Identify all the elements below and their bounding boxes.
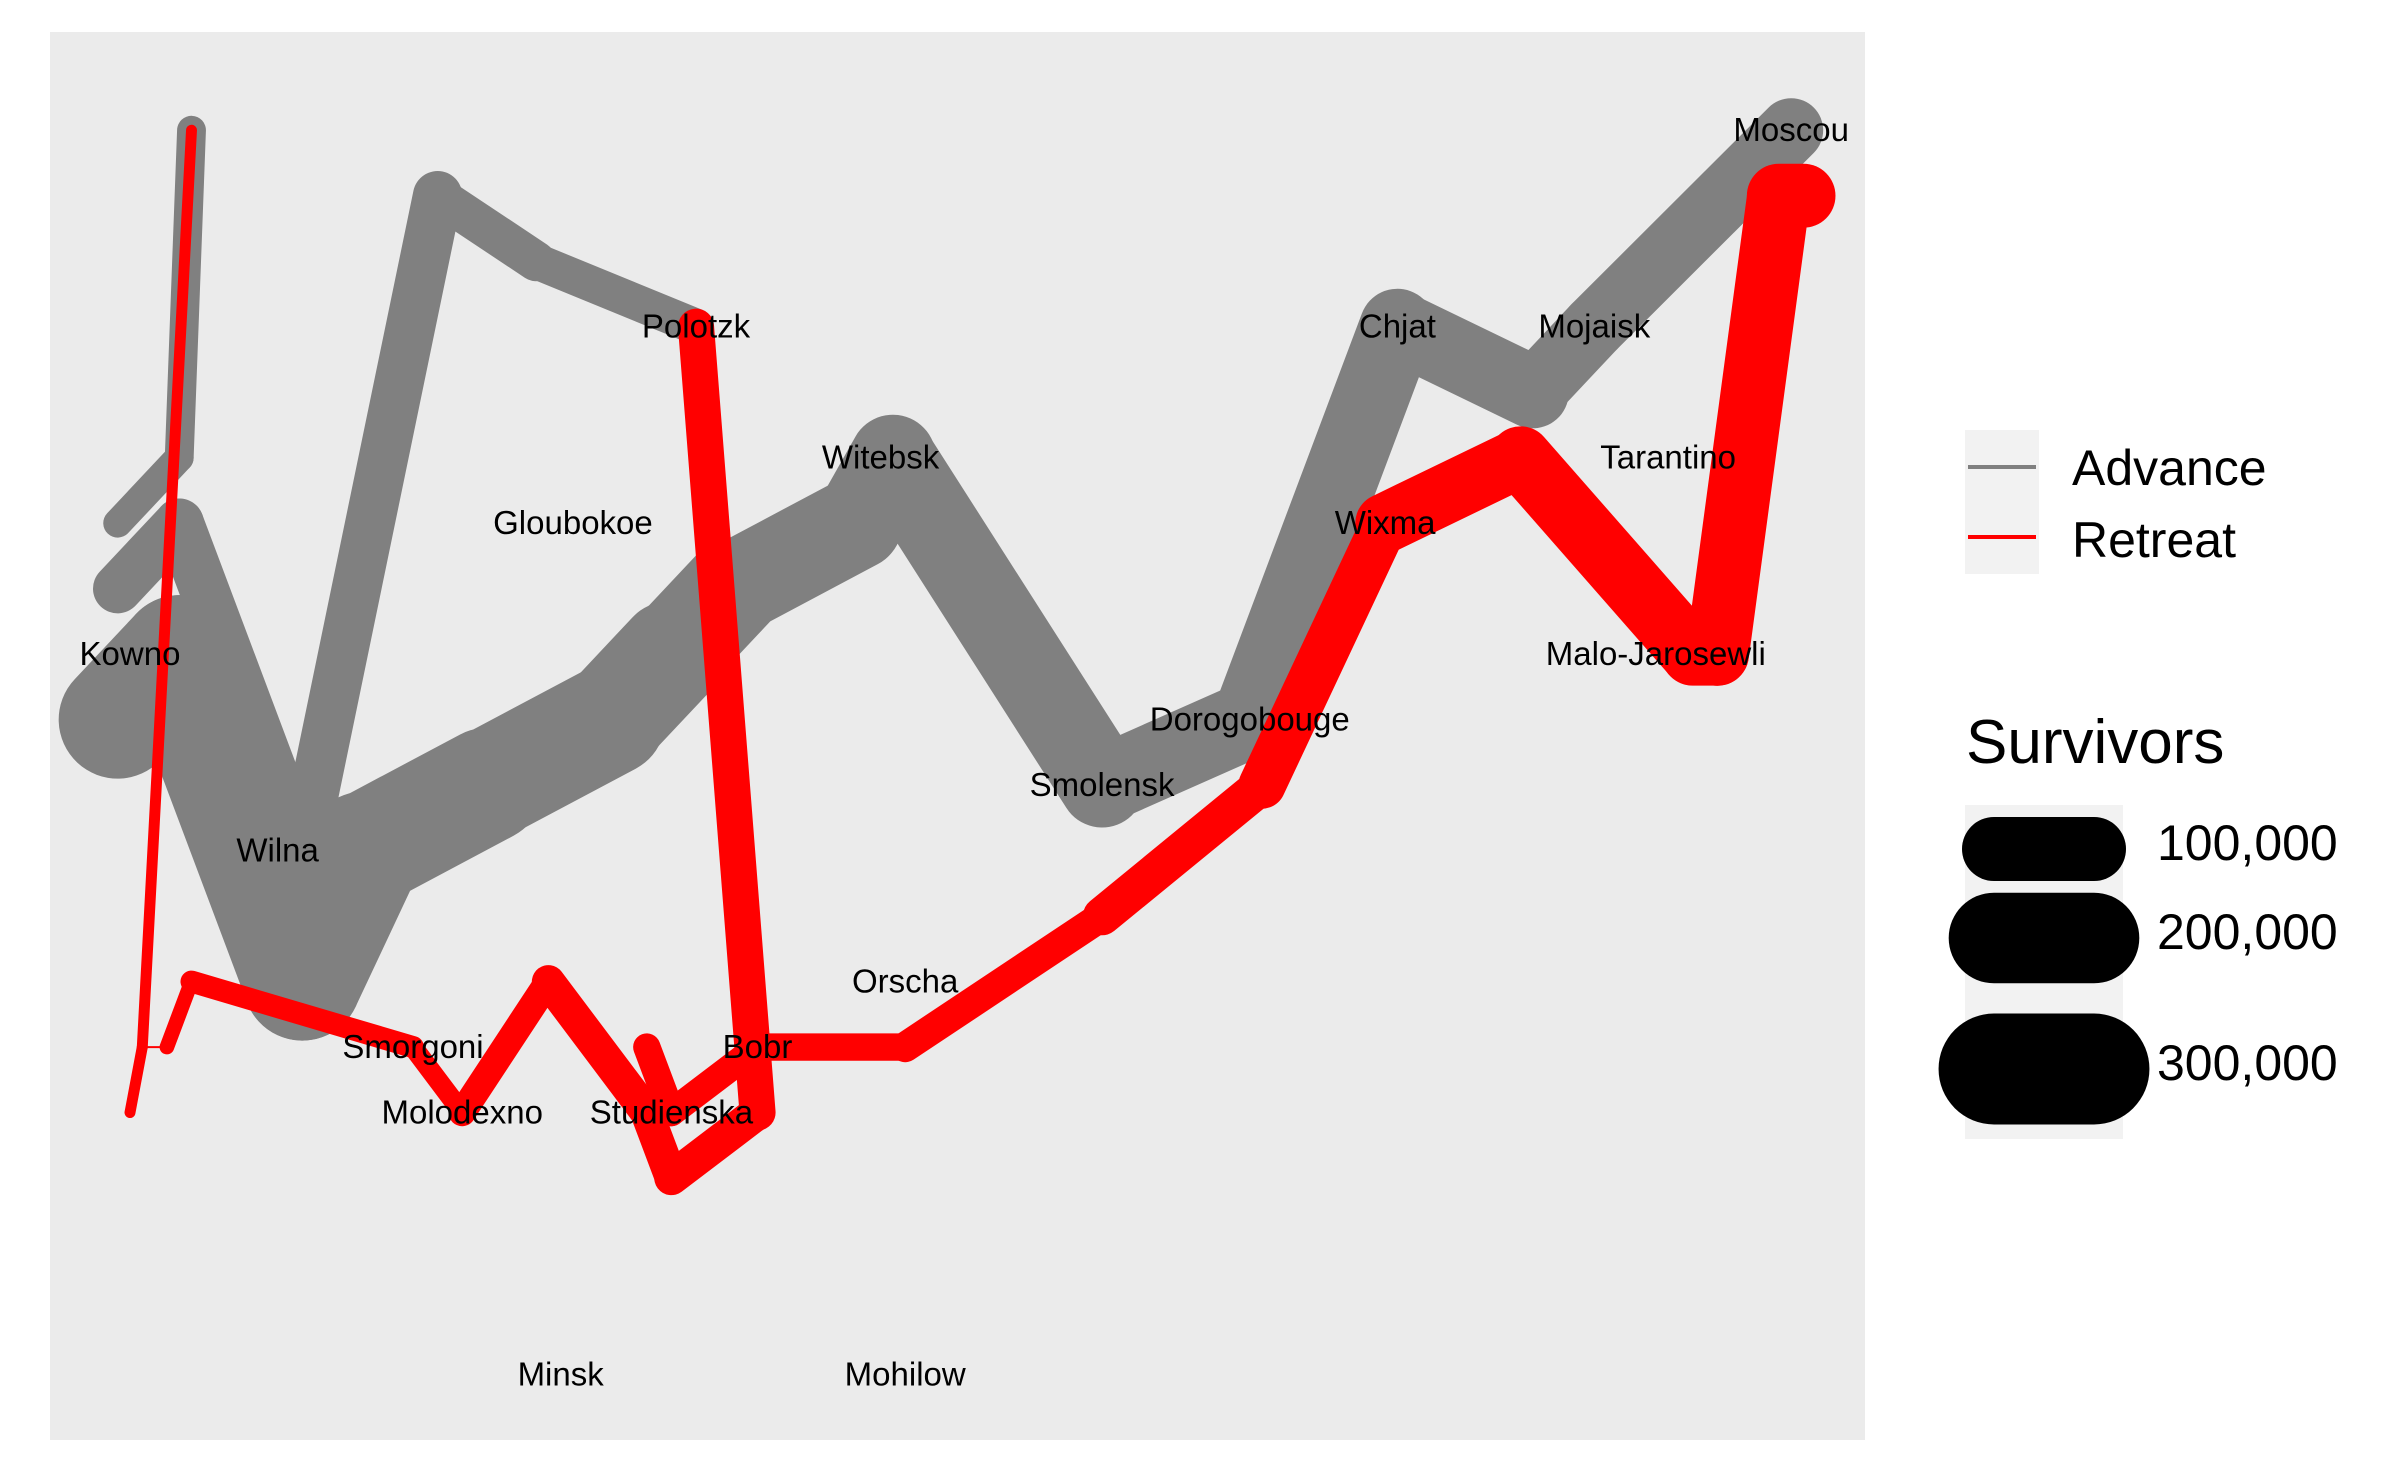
retreat-path-segment (677, 308, 776, 1131)
city-label: Gloubokoe (493, 504, 653, 541)
retreat-path-segment (633, 1033, 686, 1127)
city-label: Wilna (236, 832, 319, 869)
city-label: Malo-Jarosewli (1546, 635, 1766, 672)
advance-path-segment (518, 243, 715, 345)
color-legend: Advance Retreat (1965, 430, 2267, 574)
city-label: Wixma (1335, 504, 1436, 541)
city-label: Moscou (1733, 111, 1849, 148)
retreat-path-segment (124, 1041, 148, 1119)
retreat-path-segment (531, 965, 664, 1130)
retreat-path-segment (180, 970, 425, 1059)
size-legend-label-300000: 300,000 (2157, 1035, 2338, 1091)
advance-path-segment (850, 415, 1145, 828)
advance-path-segment (1562, 98, 1824, 359)
retreat-path-segment (1355, 427, 1551, 553)
city-label: Dorogobouge (1150, 701, 1350, 738)
retreat-legend-label: Retreat (2072, 512, 2236, 568)
city-label: Mojaisk (1538, 308, 1650, 345)
size-legend-label-100000: 100,000 (2157, 815, 2338, 871)
city-label: Smorgoni (342, 1028, 483, 1065)
retreat-path-segment (403, 1037, 473, 1123)
city-label: Minsk (518, 1356, 605, 1393)
legend: Advance Retreat Survivors 100,000 200,00… (1938, 430, 2338, 1139)
retreat-path-segment (890, 900, 1118, 1063)
size-legend-keys (1938, 816, 2150, 1125)
advance-path-segment (417, 175, 557, 282)
size-legend-key (1938, 1013, 2150, 1125)
city-labels: Kowno Wilna Smorgoni Molodexno Gloubokoe Mins… (80, 111, 1849, 1392)
advance-path-segment (1211, 288, 1436, 758)
retreat-path-segment (1489, 426, 1725, 686)
city-label: Smolensk (1030, 766, 1175, 803)
city-label: Witebsk (822, 439, 940, 476)
plot-panel (50, 32, 1865, 1440)
retreat-path-segment (448, 967, 563, 1127)
city-label: Polotzk (642, 308, 751, 345)
size-legend: Survivors 100,000 200,000 300,000 (1938, 708, 2338, 1139)
size-legend-key (1948, 892, 2140, 984)
troop-paths (58, 98, 1836, 1196)
city-label: Mohilow (845, 1356, 966, 1393)
city-label: Chjat (1359, 308, 1436, 345)
city-label: Bobr (723, 1028, 793, 1065)
retreat-path-segment (159, 974, 199, 1055)
city-label: Tarantino (1600, 439, 1736, 476)
retreat-path-segment (1082, 765, 1282, 936)
city-label: Studienska (590, 1094, 754, 1131)
size-legend-label-200000: 200,000 (2157, 904, 2338, 960)
retreat-path-segment (1238, 499, 1409, 809)
color-legend-key-background (1965, 430, 2039, 574)
advance-path-segment (277, 171, 463, 876)
retreat-path-segment (136, 124, 197, 1053)
retreat-path-segment (654, 1095, 775, 1196)
retreat-path-segment (1685, 164, 1811, 686)
size-legend-title: Survivors (1966, 708, 2224, 777)
city-label: Orscha (852, 963, 959, 1000)
city-label: Kowno (80, 635, 181, 672)
size-legend-key (1961, 816, 2127, 882)
advance-path-segment (154, 498, 327, 876)
advance-legend-label: Advance (2072, 440, 2267, 496)
city-label: Molodexno (381, 1094, 542, 1131)
